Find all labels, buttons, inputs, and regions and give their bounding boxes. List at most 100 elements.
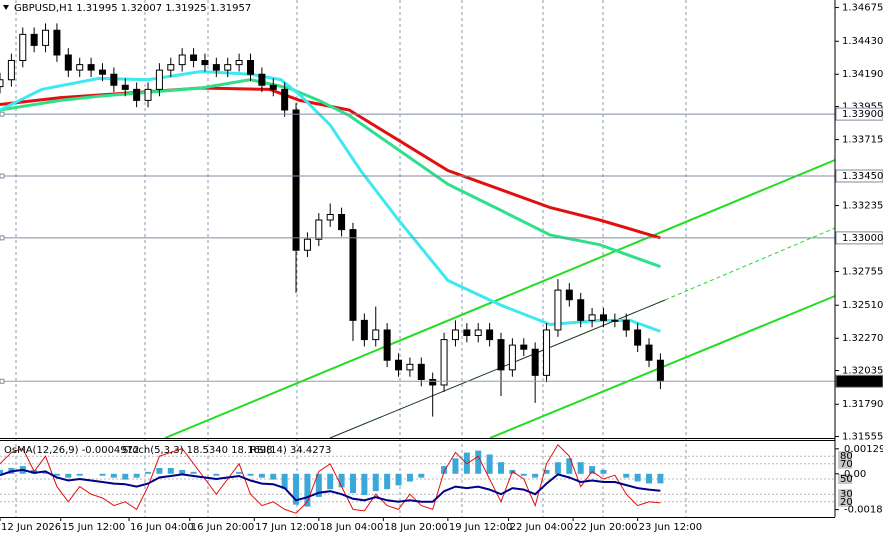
osma-bar (361, 473, 368, 496)
candle-body (611, 319, 619, 322)
x-tick-label: 22 Jun 04:00 (510, 522, 574, 533)
candle-body (167, 64, 175, 71)
candle-body (656, 359, 664, 382)
y-tick-label: 1.33235 (842, 201, 883, 212)
osma-bar (441, 466, 448, 474)
osma-bar (498, 462, 504, 474)
osma-bar (258, 473, 265, 478)
osma-bar (190, 471, 197, 474)
osma-bar (99, 473, 106, 476)
osma-bar (623, 473, 630, 478)
candle-body (155, 69, 163, 90)
level-label-box (835, 169, 883, 183)
moving-average (0, 69, 661, 333)
candle-body (599, 314, 607, 321)
osma-bar (395, 473, 402, 486)
candle-body (429, 378, 437, 386)
level-marker (0, 378, 5, 384)
candle-body (7, 59, 15, 81)
osma-bar (646, 473, 653, 484)
osma-bar (315, 473, 322, 497)
candle-body (292, 109, 300, 251)
candle-body (201, 59, 209, 66)
osma-bar (418, 473, 425, 478)
indicator-label: RSI(14) 34.4273 (250, 445, 331, 456)
plot (0, 23, 835, 514)
price-axis-bg (835, 0, 883, 538)
y-tick-label: 0.00 (844, 469, 866, 480)
x-tick-label: 16 Jun 04:00 (130, 522, 194, 533)
osma-bar (554, 462, 561, 474)
osma-bar (110, 473, 117, 478)
osma-bar (543, 469, 550, 474)
y-tick-label: 1.33955 (842, 102, 883, 113)
y-tick-label: 1.34430 (842, 36, 883, 47)
osma-bar (122, 473, 129, 480)
candle-body (212, 64, 220, 71)
candle-body (53, 29, 61, 56)
candle-body (338, 213, 346, 231)
candle-body (315, 219, 323, 240)
level-label: 1.31957 (842, 376, 883, 387)
osma-bar (304, 473, 311, 507)
osma-bar (566, 458, 573, 474)
indicator-label: OsMA(12,26,9) -0.0004972 (4, 445, 139, 456)
candle-body (588, 314, 596, 321)
candle-body (417, 363, 425, 380)
osma-bar (532, 473, 539, 478)
osma-bar (475, 450, 482, 474)
y-tick-label: 1.32510 (842, 300, 883, 311)
osma-bar (42, 471, 49, 474)
osma-bar (236, 471, 243, 474)
level-label-box (835, 107, 883, 121)
osma-bar (452, 458, 459, 474)
candle-body (543, 329, 551, 376)
candle-body (110, 73, 118, 86)
oscillator-line (0, 443, 661, 514)
osma-bar (270, 473, 277, 480)
level-label-box (835, 231, 883, 245)
candle-body (235, 59, 243, 66)
x-tick-label: 18 Jun 04:00 (320, 522, 384, 533)
osma-bar (281, 473, 288, 490)
y2-tick-label: 20 (840, 497, 853, 508)
x-tick-label: 23 Jun 12:00 (639, 522, 703, 533)
candle-body (577, 299, 585, 321)
moving-average (0, 78, 661, 269)
y2-tick-label: 80 (840, 451, 853, 462)
level-label: 1.33900 (842, 109, 883, 120)
osma-bar (213, 473, 220, 476)
level-marker (0, 235, 5, 241)
candle-body (269, 84, 277, 90)
candle-body (178, 54, 186, 66)
candle-body (565, 289, 573, 301)
y2-label-box (838, 458, 852, 469)
x-tick-label: 16 Jun 20:00 (191, 522, 255, 533)
y-tick-label: 1.32755 (842, 267, 883, 278)
osma-bar (247, 473, 254, 476)
level-label: 1.33000 (842, 233, 883, 244)
osma-bar (327, 473, 334, 490)
candle-body (520, 344, 528, 350)
candle-body (258, 73, 266, 86)
y2-label-box (838, 489, 852, 500)
level-label-box (835, 374, 883, 388)
y-tick-label: 1.32270 (842, 333, 883, 344)
candle-body (42, 29, 50, 46)
osma-bar (293, 473, 300, 505)
candle-body (87, 64, 95, 71)
y2-label-box (838, 451, 852, 462)
y2-label-box (838, 496, 852, 507)
y-tick-label: 1.31790 (842, 399, 883, 410)
osma-bar (338, 473, 345, 488)
candle-body (0, 79, 4, 88)
candle-body (440, 339, 448, 386)
candle-body (634, 329, 642, 346)
oscillator-line (0, 468, 661, 503)
x-tick-label: 18 Jun 20:00 (384, 522, 448, 533)
x-tick-label: 12 Jun 2026 (1, 522, 61, 533)
y-tick-label: 1.34190 (842, 69, 883, 80)
candle-body (326, 213, 334, 221)
osma-bar (634, 473, 641, 482)
